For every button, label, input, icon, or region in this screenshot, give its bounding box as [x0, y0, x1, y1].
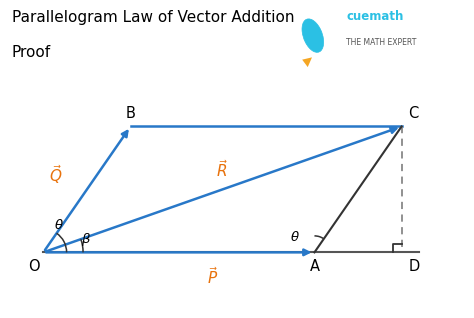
Text: $\vec{P}$: $\vec{P}$ [207, 266, 219, 287]
Ellipse shape [302, 19, 324, 52]
Text: O: O [28, 259, 39, 274]
Text: D: D [409, 259, 420, 274]
Text: $\theta$: $\theta$ [54, 218, 64, 232]
Text: cuemath: cuemath [346, 10, 403, 23]
Text: $\theta$: $\theta$ [290, 230, 300, 244]
Text: $\vec{Q}$: $\vec{Q}$ [49, 163, 63, 186]
Text: B: B [126, 107, 136, 121]
Text: THE MATH EXPERT: THE MATH EXPERT [346, 38, 416, 47]
Text: A: A [310, 259, 319, 274]
Text: C: C [408, 107, 419, 121]
Text: $\beta$: $\beta$ [81, 231, 91, 248]
Text: $\vec{R}$: $\vec{R}$ [216, 159, 228, 180]
Polygon shape [302, 57, 312, 67]
Text: Proof: Proof [12, 45, 51, 59]
Text: Parallelogram Law of Vector Addition: Parallelogram Law of Vector Addition [12, 10, 294, 24]
